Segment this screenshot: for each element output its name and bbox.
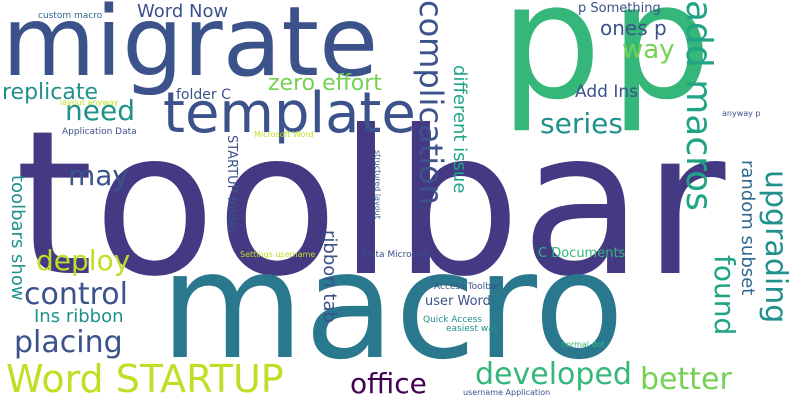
word-application-data: Application Data	[62, 127, 137, 137]
word-user-word: user Word	[425, 294, 491, 309]
word-structured-layout: structured layout	[373, 150, 382, 219]
word-upgrading: upgrading	[758, 170, 793, 324]
word-developed: developed	[475, 357, 632, 392]
word-ones-p: ones p	[600, 16, 667, 40]
word-migrate: migrate	[2, 0, 379, 98]
word-template: template	[163, 81, 416, 146]
word-data-microsoft: Data Microsoft	[363, 250, 429, 260]
word-macro: macro	[160, 220, 625, 392]
word-p-something: p Something	[578, 1, 661, 16]
word-access-toolbar: Access Toolbar	[434, 282, 501, 292]
word-quick-access: Quick Access	[423, 315, 483, 325]
word-p: p	[610, 0, 712, 135]
word-folder-c: folder C	[176, 87, 231, 103]
word-different-issue: different issue	[449, 65, 470, 194]
word-need: need	[65, 94, 135, 127]
word-word-now: Word Now	[137, 1, 229, 22]
word-series: series	[540, 107, 623, 140]
word-ins-ribbon: Ins ribbon	[34, 306, 124, 327]
word-zero-effort: zero effort	[268, 71, 382, 96]
word-anyway-p: anyway p	[722, 109, 761, 118]
word-layout-anyway: layout anyway	[60, 98, 119, 107]
word-microsoft-word: Microsoft Word	[254, 130, 314, 139]
word-may: may	[68, 159, 130, 192]
word-way: way	[622, 35, 675, 65]
word-control: control	[24, 277, 128, 312]
word-replicate: replicate	[2, 80, 99, 105]
word-complication: complication	[412, 0, 450, 205]
word-username-application: username Application	[463, 388, 551, 397]
word-ribbon-tab: ribbon tab	[319, 230, 340, 323]
word-found: found	[708, 255, 741, 336]
word-normal-dot: normal dot	[561, 340, 605, 349]
word-p: p	[500, 0, 602, 135]
word-placing: placing	[14, 325, 123, 360]
word-easiest-way: easiest way	[446, 324, 500, 334]
word-better: better	[640, 362, 732, 397]
word-add-ins: Add Ins	[575, 82, 638, 102]
word-office: office	[350, 367, 427, 400]
word-custom-macro: custom macro	[38, 11, 103, 21]
word-settings-username: Settings username	[240, 250, 316, 259]
word-word-startup: Word STARTUP	[6, 357, 284, 400]
word-toolbar: toolbar	[15, 88, 726, 321]
word-toolbars-show: toolbars show	[7, 175, 28, 301]
word-random-subset: random subset	[737, 160, 758, 296]
word-add-macros: add macros	[678, 0, 719, 211]
word-deploy: deploy	[36, 244, 131, 277]
word-startup-folder: STARTUP folder	[224, 135, 239, 235]
word-c-documents: C Documents	[538, 246, 626, 261]
